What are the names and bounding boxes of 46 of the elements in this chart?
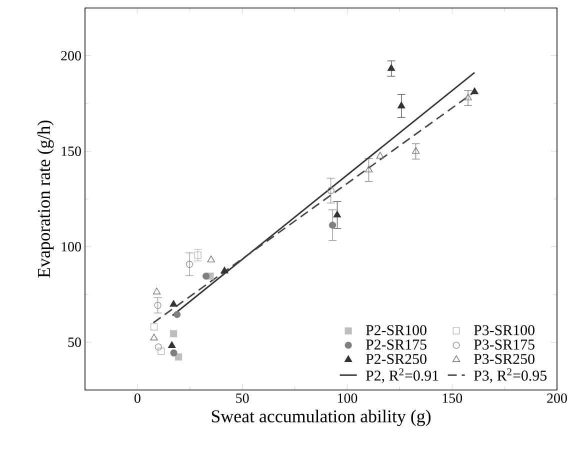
- x-tick-label: 200: [547, 394, 567, 403]
- point: [175, 353, 182, 360]
- legend-label: P3-SR175: [474, 340, 534, 350]
- point: [365, 166, 373, 172]
- point: [333, 210, 341, 218]
- legend-label: P2-SR100: [366, 325, 426, 336]
- legend-label: P3-SR100: [474, 325, 534, 336]
- point: [170, 349, 178, 356]
- y-tick-label: 200: [61, 51, 81, 60]
- point: [170, 300, 178, 307]
- point: [398, 102, 406, 108]
- y-tick-label: 50: [68, 338, 81, 347]
- point: [387, 64, 396, 71]
- point: [154, 343, 162, 351]
- point: [174, 310, 181, 318]
- x-tick-label: 50: [236, 394, 249, 403]
- point: [150, 323, 158, 331]
- point: [327, 187, 334, 194]
- legend-label: P2-SR175: [366, 340, 426, 350]
- point: [170, 330, 178, 338]
- point: [412, 147, 420, 154]
- legend-label: P3, R$^{2}$=0.95: [474, 368, 547, 383]
- point: [158, 348, 165, 355]
- y-tick-label: 100: [62, 242, 81, 252]
- y-tick-label: 150: [62, 146, 81, 156]
- x-tick-label: 100: [338, 394, 358, 403]
- point: [186, 260, 194, 268]
- x-axis-title: Sweat accumulation ability (g): [212, 410, 431, 426]
- point: [154, 302, 162, 309]
- point: [152, 288, 161, 294]
- legend-label: P3-SR250: [474, 354, 534, 364]
- point: [168, 341, 176, 348]
- y-axis-title: Evaporation rate (g/h): [37, 120, 54, 278]
- point: [194, 252, 202, 259]
- point: [220, 266, 228, 274]
- point: [470, 87, 478, 94]
- x-tick-label: 0: [134, 394, 140, 403]
- point: [202, 272, 210, 280]
- legend-label: P2, R$^{2}$=0.91: [366, 368, 438, 383]
- point: [328, 222, 336, 229]
- point: [150, 334, 158, 340]
- point: [376, 152, 384, 159]
- legend-label: P2-SR250: [366, 354, 426, 364]
- point: [464, 94, 472, 100]
- point: [207, 256, 215, 262]
- x-tick-label: 150: [442, 394, 462, 403]
